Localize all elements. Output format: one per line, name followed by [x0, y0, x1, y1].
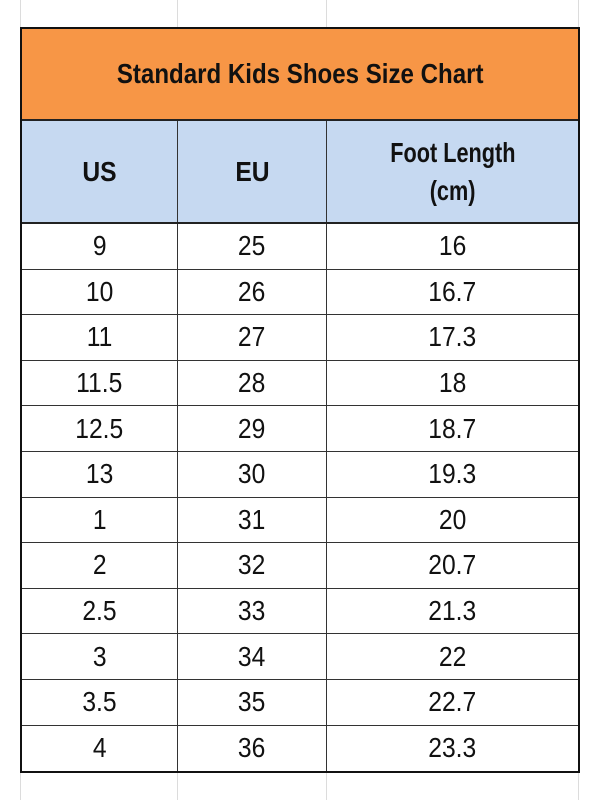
cell-eu: 27: [178, 315, 327, 360]
cell-cm-value: 23.3: [428, 732, 477, 764]
table-row: 2 32 20.7: [22, 543, 578, 589]
table-row: 3.5 35 22.7: [22, 679, 578, 726]
cell-cm-value: 22.7: [428, 686, 477, 718]
cell-cm: 23.3: [327, 726, 578, 772]
cell-eu-value: 31: [238, 503, 266, 535]
cell-us: 1: [22, 497, 178, 543]
header-eu: EU: [178, 121, 327, 222]
cell-us-value: 3.5: [82, 686, 117, 718]
cell-us-value: 4: [92, 732, 107, 764]
header-row: US EU Foot Length (cm): [22, 121, 578, 224]
table-row: 2.5 33 21.3: [22, 588, 578, 635]
cell-cm: 16: [327, 224, 578, 269]
cell-eu-value: 35: [238, 686, 266, 718]
table-body: 9 25 16 10 26 16.7 11 27 17.3 11.5 28 18 12.5 29 18.7 1…: [22, 224, 578, 772]
cell-us-value: 2.5: [82, 595, 117, 627]
cell-eu: 26: [178, 269, 327, 315]
cell-cm-value: 16.7: [428, 275, 477, 307]
header-foot-length-label: Foot Length (cm): [381, 134, 523, 210]
cell-us-value: 11.5: [76, 367, 123, 399]
cell-us-value: 1: [92, 503, 107, 535]
cell-us: 9: [22, 224, 178, 269]
size-chart-table: Standard Kids Shoes Size Chart US EU Foo…: [20, 27, 580, 774]
cell-eu: 29: [178, 406, 327, 451]
cell-cm: 20.7: [327, 543, 578, 588]
table-row: 11.5 28 18: [22, 360, 578, 407]
table-row: 1 31 20: [22, 497, 578, 544]
cell-us-value: 3: [92, 640, 107, 672]
cell-cm-value: 19.3: [428, 458, 477, 490]
cell-cm: 20: [327, 498, 578, 543]
cell-cm-value: 16: [438, 230, 467, 262]
cell-eu: 28: [178, 360, 327, 406]
cell-us: 11: [22, 315, 178, 360]
cell-eu-value: 34: [238, 640, 266, 672]
cell-eu: 30: [178, 451, 327, 497]
header-us-label: US: [82, 155, 117, 187]
table-title-row: Standard Kids Shoes Size Chart: [22, 29, 578, 121]
cell-cm: 18: [327, 361, 578, 406]
cell-us: 12.5: [22, 406, 178, 451]
cell-us: 10: [22, 269, 178, 315]
header-eu-label: EU: [234, 155, 270, 187]
cell-eu: 31: [178, 497, 327, 543]
cell-eu-value: 28: [238, 367, 266, 399]
cell-us-value: 2: [92, 549, 107, 581]
cell-us: 2: [22, 543, 178, 588]
cell-cm: 19.3: [327, 452, 578, 497]
cell-us: 4: [22, 725, 178, 772]
cell-us: 11.5: [22, 360, 178, 406]
header-foot-length-line1: Foot Length: [389, 136, 516, 168]
cell-cm: 17.3: [327, 315, 578, 360]
cell-eu: 32: [178, 543, 327, 588]
cell-us-value: 12.5: [75, 412, 124, 444]
table-row: 9 25 16: [22, 224, 578, 270]
header-us: US: [22, 121, 178, 222]
table-row: 4 36 23.3: [22, 725, 578, 772]
cell-eu: 25: [178, 224, 327, 269]
cell-us: 3: [22, 634, 178, 679]
cell-us-value: 9: [92, 230, 107, 262]
cell-cm-value: 18: [438, 367, 467, 399]
cell-us: 2.5: [22, 588, 178, 634]
header-foot-length: Foot Length (cm): [327, 121, 578, 222]
cell-us-value: 13: [85, 458, 114, 490]
cell-cm: 16.7: [327, 270, 578, 315]
cell-eu: 34: [178, 634, 327, 679]
cell-us-value: 10: [85, 275, 114, 307]
cell-cm-value: 22: [438, 640, 467, 672]
cell-cm: 22: [327, 634, 578, 679]
cell-us-value: 11: [86, 321, 113, 353]
cell-cm-value: 20.7: [428, 549, 477, 581]
cell-cm: 18.7: [327, 406, 578, 451]
table-row: 12.5 29 18.7: [22, 406, 578, 452]
cell-cm-value: 21.3: [428, 595, 477, 627]
table-title: Standard Kids Shoes Size Chart: [116, 58, 484, 89]
table-row: 3 34 22: [22, 634, 578, 680]
table-row: 13 30 19.3: [22, 451, 578, 498]
cell-cm: 21.3: [327, 589, 578, 634]
cell-cm-value: 20: [438, 503, 467, 535]
cell-eu-value: 32: [238, 549, 266, 581]
cell-us: 13: [22, 451, 178, 497]
cell-eu-value: 30: [238, 458, 266, 490]
cell-eu-value: 29: [238, 412, 266, 444]
cell-eu-value: 27: [238, 321, 266, 353]
cell-cm-value: 17.3: [428, 321, 477, 353]
cell-eu-value: 33: [238, 595, 266, 627]
table-row: 11 27 17.3: [22, 315, 578, 361]
cell-cm-value: 18.7: [428, 412, 477, 444]
table-row: 10 26 16.7: [22, 269, 578, 316]
cell-eu: 33: [178, 588, 327, 634]
cell-eu-value: 36: [238, 732, 266, 764]
cell-eu: 36: [178, 725, 327, 772]
cell-eu: 35: [178, 679, 327, 725]
cell-us: 3.5: [22, 679, 178, 725]
header-foot-length-line2: (cm): [429, 174, 476, 206]
cell-eu-value: 25: [238, 230, 266, 262]
cell-eu-value: 26: [238, 275, 266, 307]
cell-cm: 22.7: [327, 680, 578, 725]
